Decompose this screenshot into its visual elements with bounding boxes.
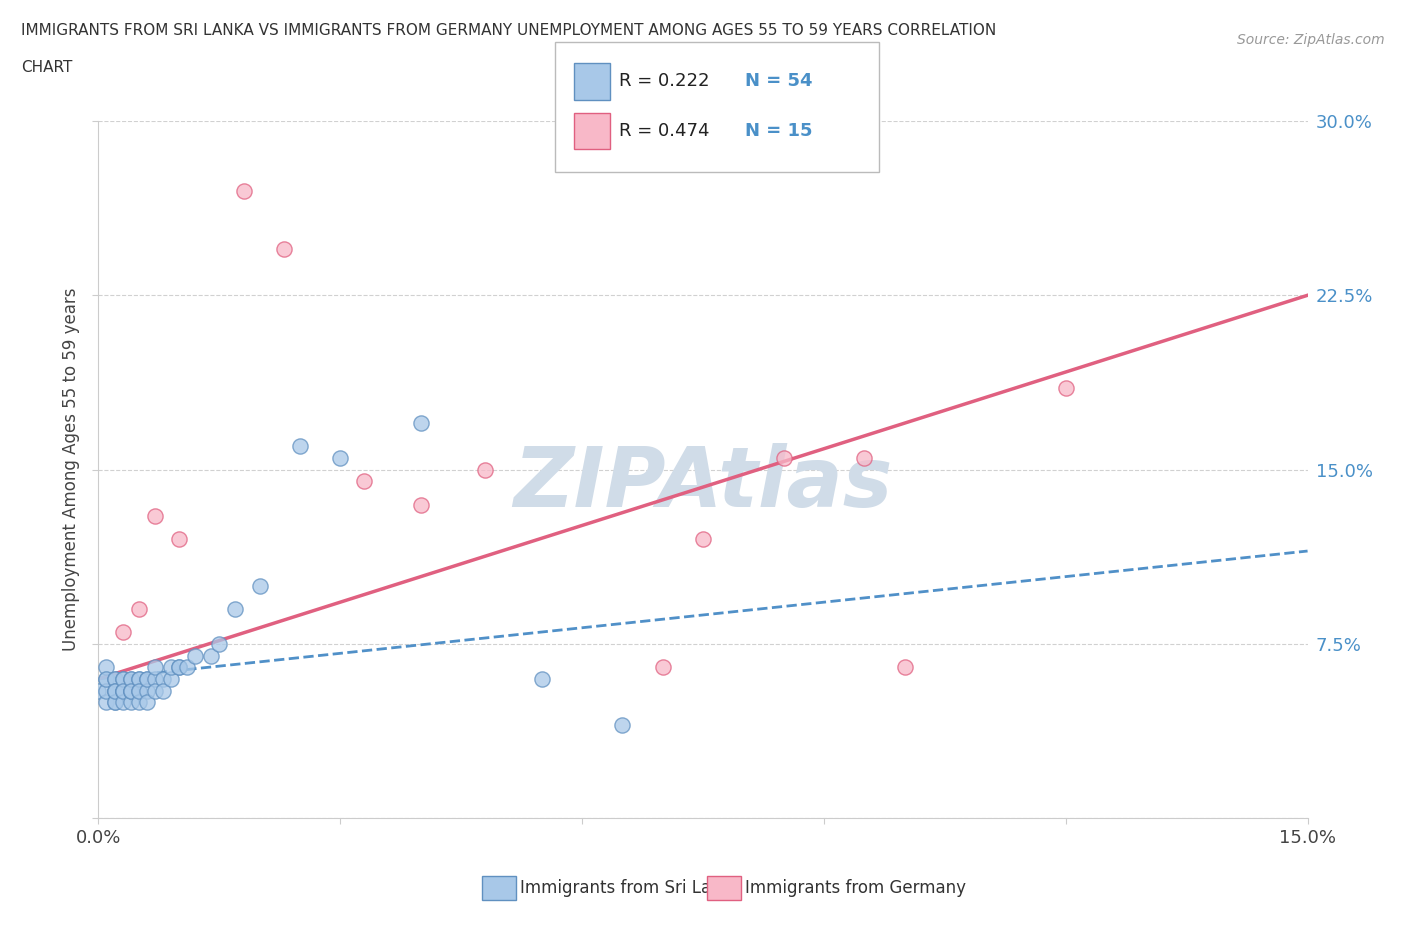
Point xyxy=(96,671,118,686)
Point xyxy=(135,671,157,686)
Point xyxy=(120,683,142,698)
Point xyxy=(120,671,142,686)
Point xyxy=(96,671,118,686)
Point xyxy=(176,660,198,675)
Point xyxy=(143,509,166,524)
Point xyxy=(128,602,150,617)
Point xyxy=(111,683,134,698)
Text: R = 0.222: R = 0.222 xyxy=(619,73,709,90)
Point xyxy=(160,671,183,686)
Point xyxy=(111,671,134,686)
Text: Source: ZipAtlas.com: Source: ZipAtlas.com xyxy=(1237,33,1385,46)
Point xyxy=(128,671,150,686)
Text: R = 0.474: R = 0.474 xyxy=(619,122,709,140)
Text: N = 15: N = 15 xyxy=(745,122,813,140)
Point xyxy=(103,671,125,686)
Point xyxy=(128,683,150,698)
Point xyxy=(893,660,915,675)
Point xyxy=(224,602,246,617)
Y-axis label: Unemployment Among Ages 55 to 59 years: Unemployment Among Ages 55 to 59 years xyxy=(62,288,80,651)
Point xyxy=(87,683,110,698)
Point xyxy=(692,532,714,547)
Point xyxy=(128,695,150,710)
Point xyxy=(120,683,142,698)
Point xyxy=(111,671,134,686)
Point xyxy=(135,671,157,686)
Point xyxy=(409,416,432,431)
Point xyxy=(530,671,553,686)
Text: ZIPAtlas: ZIPAtlas xyxy=(513,443,893,525)
Point xyxy=(120,683,142,698)
Point xyxy=(96,695,118,710)
Point xyxy=(288,439,311,454)
Point xyxy=(167,660,190,675)
Point xyxy=(474,462,496,477)
Point xyxy=(160,660,183,675)
Text: N = 54: N = 54 xyxy=(745,73,813,90)
Point xyxy=(103,695,125,710)
Point xyxy=(167,660,190,675)
Point xyxy=(143,660,166,675)
Point xyxy=(232,183,254,198)
Point xyxy=(143,671,166,686)
Point xyxy=(120,671,142,686)
Point xyxy=(96,660,118,675)
Text: IMMIGRANTS FROM SRI LANKA VS IMMIGRANTS FROM GERMANY UNEMPLOYMENT AMONG AGES 55 : IMMIGRANTS FROM SRI LANKA VS IMMIGRANTS … xyxy=(21,23,997,38)
Point xyxy=(200,648,222,663)
Point xyxy=(152,683,174,698)
Point xyxy=(329,451,352,466)
Point xyxy=(103,695,125,710)
Point xyxy=(111,683,134,698)
Point xyxy=(111,625,134,640)
Point xyxy=(111,683,134,698)
Point xyxy=(184,648,207,663)
Point xyxy=(772,451,794,466)
Point xyxy=(167,532,190,547)
Point xyxy=(103,683,125,698)
Point xyxy=(1054,381,1077,396)
Text: CHART: CHART xyxy=(21,60,73,75)
Point xyxy=(651,660,673,675)
Point xyxy=(135,695,157,710)
Point xyxy=(135,683,157,698)
Point xyxy=(143,683,166,698)
Point xyxy=(103,683,125,698)
Point xyxy=(103,683,125,698)
Point xyxy=(249,578,271,593)
Point xyxy=(353,474,375,489)
Point xyxy=(128,683,150,698)
Point xyxy=(103,671,125,686)
Point xyxy=(612,718,634,733)
Text: Immigrants from Germany: Immigrants from Germany xyxy=(745,879,966,897)
Point xyxy=(96,683,118,698)
Point xyxy=(152,671,174,686)
Text: Immigrants from Sri Lanka: Immigrants from Sri Lanka xyxy=(520,879,741,897)
Point xyxy=(128,671,150,686)
Point xyxy=(111,695,134,710)
Point xyxy=(208,637,231,652)
Point xyxy=(409,497,432,512)
Point xyxy=(853,451,876,466)
Point xyxy=(120,695,142,710)
Point xyxy=(273,241,295,256)
